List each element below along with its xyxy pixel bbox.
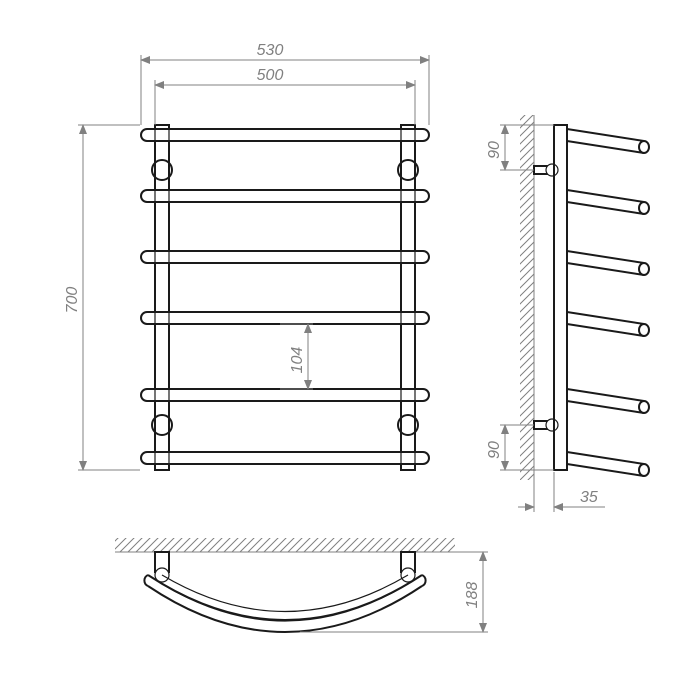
dim-90-top: 90 xyxy=(486,141,503,159)
side-dimensions: 90 90 35 xyxy=(486,125,605,512)
dim-700: 700 xyxy=(64,287,81,314)
top-view xyxy=(115,538,455,632)
technical-drawing: 530 500 700 104 90 90 xyxy=(0,0,700,700)
front-view xyxy=(141,125,429,470)
side-view xyxy=(520,115,649,480)
dim-188: 188 xyxy=(464,582,481,609)
dim-530: 530 xyxy=(257,42,284,59)
side-bars xyxy=(567,129,649,476)
dim-104: 104 xyxy=(289,347,306,374)
dim-90-bot: 90 xyxy=(486,441,503,459)
front-bars xyxy=(141,129,429,464)
dim-35: 35 xyxy=(580,489,598,506)
dim-500: 500 xyxy=(257,67,284,84)
